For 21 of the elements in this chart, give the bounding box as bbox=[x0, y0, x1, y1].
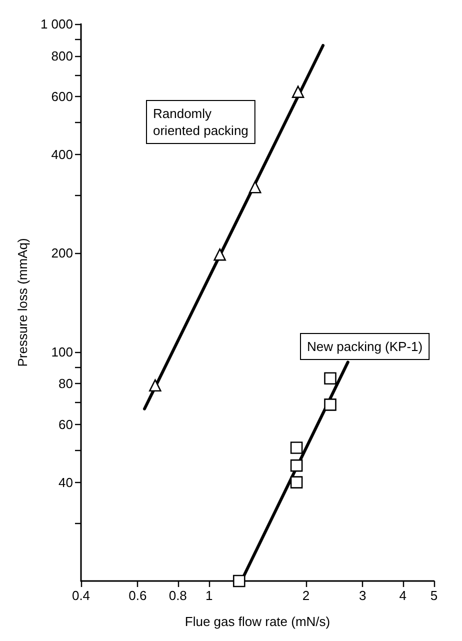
x-axis-title: Flue gas flow rate (mN/s) bbox=[184, 614, 330, 629]
y-axis-title: Pressure loss (mmAq) bbox=[15, 238, 30, 367]
y-tick-label: 80 bbox=[58, 376, 73, 392]
x-tick-label: 0.8 bbox=[168, 588, 187, 603]
annotation: Randomly oriented packing bbox=[153, 106, 248, 138]
x-tick-label: 3 bbox=[358, 588, 366, 603]
x-tick-label: 5 bbox=[430, 588, 438, 603]
y-tick-label: 400 bbox=[51, 146, 73, 162]
x-tick-label: 4 bbox=[399, 588, 406, 603]
y-tick-label: 100 bbox=[51, 344, 73, 360]
y-tick-label: 200 bbox=[51, 246, 73, 261]
y-tick-label: 1 000 bbox=[40, 16, 73, 32]
x-tick-label: 0.4 bbox=[72, 588, 90, 603]
x-tick-label: 1 bbox=[205, 588, 213, 603]
x-tick-label: 2 bbox=[302, 588, 310, 603]
y-tick-label: 800 bbox=[51, 48, 73, 64]
y-tick-label: 60 bbox=[58, 417, 73, 432]
x-tick-label: 0.6 bbox=[128, 588, 147, 603]
annotation: New packing (KP-1) bbox=[307, 339, 423, 354]
y-tick-label: 40 bbox=[58, 474, 73, 490]
y-tick-label: 600 bbox=[51, 89, 73, 104]
